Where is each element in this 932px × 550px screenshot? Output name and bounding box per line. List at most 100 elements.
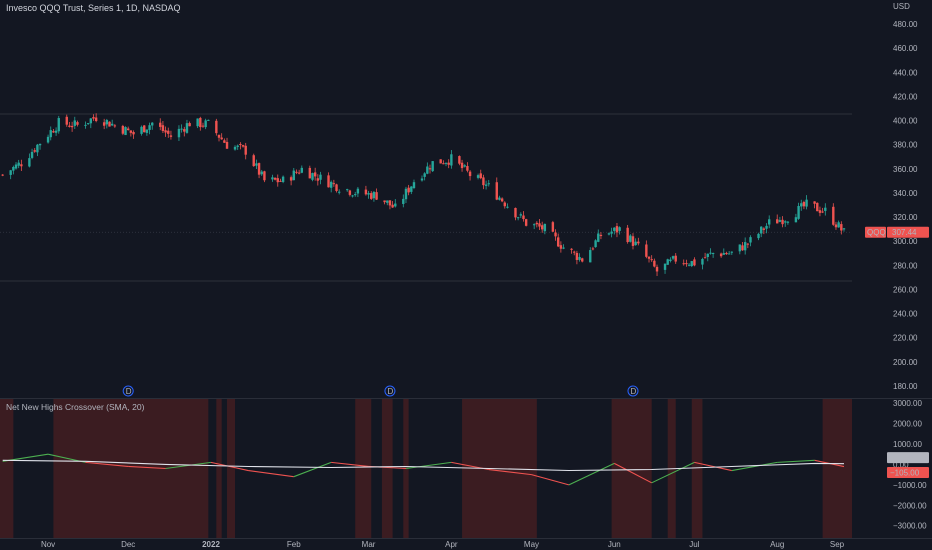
price-tick-label: 240.00 <box>893 310 918 319</box>
price-tick-label: 260.00 <box>893 285 918 294</box>
signal-shade-band <box>53 399 209 538</box>
candle-body <box>703 257 707 259</box>
candle-body <box>757 233 760 239</box>
chart-title: Invesco QQQ Trust, Series 1, 1D, NASDAQ <box>6 3 181 13</box>
symbol-tag-bg <box>865 226 886 238</box>
candle-body <box>765 225 768 229</box>
net-new-highs-segment <box>651 461 695 484</box>
candle-body <box>33 150 36 152</box>
time-axis-label: Jun <box>608 540 621 549</box>
candle-body <box>335 184 338 191</box>
candle-body <box>578 256 581 260</box>
candle-body <box>391 204 394 208</box>
net-new-highs-segment <box>293 461 332 478</box>
candle-body <box>105 120 109 125</box>
candle-body <box>204 120 207 128</box>
candle-body <box>92 117 95 119</box>
candle-body <box>337 191 341 193</box>
price-tick-label: 340.00 <box>893 189 918 198</box>
candle-body <box>663 263 667 270</box>
candle-body <box>832 206 835 225</box>
candle-body <box>263 171 266 181</box>
candle-body <box>802 202 806 207</box>
dividend-marker <box>384 385 396 397</box>
candle-body <box>329 181 333 188</box>
candle-body <box>551 222 555 232</box>
candle-body <box>30 151 34 158</box>
candle-body <box>68 125 71 127</box>
candle-body <box>281 176 285 182</box>
candle-body <box>402 198 405 204</box>
candle-body <box>239 143 242 145</box>
candle-body <box>94 117 98 122</box>
candle-body <box>199 117 202 128</box>
candle-body <box>535 222 539 225</box>
candle-body <box>813 201 816 204</box>
candle-body <box>447 162 450 165</box>
time-axis-label: Dec <box>121 540 135 549</box>
candle-body <box>557 237 560 247</box>
candle-body <box>615 226 619 233</box>
indicator-tick-label: 0.00 <box>893 460 909 469</box>
candle-body <box>65 116 68 125</box>
indicator-title: Net New Highs Crossover (SMA, 20) <box>6 402 145 412</box>
candle-body <box>215 120 218 134</box>
net-new-highs-segment <box>128 465 166 470</box>
candle-body <box>519 214 523 216</box>
candle-body <box>313 172 317 177</box>
indicator-tick-label: −1000.00 <box>893 481 927 490</box>
time-axis-label: Mar <box>362 540 376 549</box>
candle-body <box>800 203 803 207</box>
indicator-tick-label: 2000.00 <box>893 420 922 429</box>
candle-body <box>316 178 320 181</box>
symbol-tag: QQQ <box>867 228 886 237</box>
signal-shade-band <box>611 399 652 538</box>
price-tick-label: 420.00 <box>893 92 918 101</box>
candle-body <box>690 261 693 267</box>
candle-body <box>693 259 696 266</box>
candle-body <box>500 198 504 202</box>
candle-body <box>722 253 725 255</box>
last-price-tag: 307.44 <box>892 228 917 237</box>
candle-body <box>164 130 167 133</box>
candle-body <box>631 236 635 246</box>
candle-body <box>589 250 592 263</box>
candle-body <box>159 122 162 127</box>
indicator-tick-label: 3000.00 <box>893 399 922 408</box>
candle-body <box>364 189 368 195</box>
dividend-marker-label: D <box>387 387 393 396</box>
candle-body <box>351 195 354 197</box>
candle-body <box>540 225 544 230</box>
candle-body <box>188 123 191 127</box>
net-new-highs-segment <box>405 461 452 470</box>
candle-body <box>655 266 659 272</box>
candle-body <box>706 253 709 257</box>
candle-body <box>842 228 846 230</box>
candle-body <box>837 222 840 228</box>
indicator-tick-label: 1000.00 <box>893 440 922 449</box>
signal-shade-band <box>227 399 236 538</box>
price-tick-label: 200.00 <box>893 358 918 367</box>
candle-body <box>108 121 111 127</box>
candle-body <box>407 187 410 193</box>
candle-body <box>738 244 742 252</box>
candle-body <box>89 118 93 124</box>
sma-line <box>2 459 845 472</box>
dividend-marker-label: D <box>126 387 132 396</box>
candle-body <box>260 171 263 175</box>
candle-body <box>532 224 536 226</box>
candle-body <box>559 245 563 249</box>
candle-body <box>252 155 255 167</box>
last-price-tag-bg <box>887 226 929 238</box>
candle-body <box>420 178 424 181</box>
candle-body <box>177 128 181 138</box>
candle-body <box>730 251 734 253</box>
price-tick-label: 360.00 <box>893 165 918 174</box>
candle-body <box>220 137 223 140</box>
time-axis-label: Aug <box>770 540 784 549</box>
candle-body <box>38 143 42 146</box>
candle-body <box>597 233 600 242</box>
net-new-highs-segment <box>85 461 129 468</box>
candle-body <box>522 215 525 220</box>
